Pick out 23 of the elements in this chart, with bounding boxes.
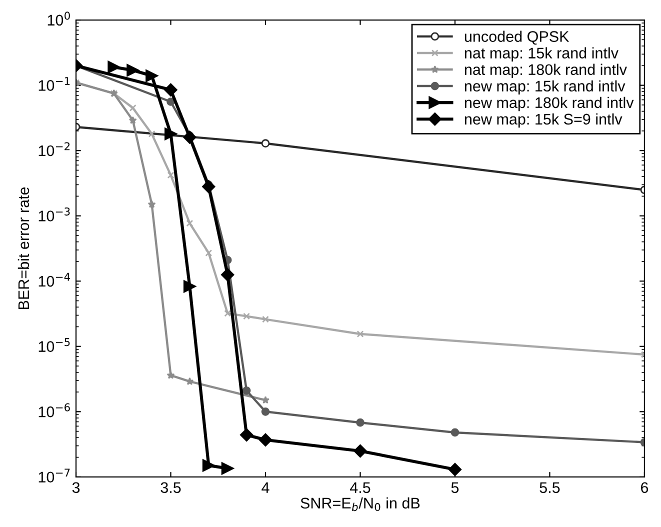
x-tick-label: 5.5 bbox=[540, 482, 560, 494]
legend-label: new map: 15k S=9 intlv bbox=[464, 113, 622, 128]
x-tick-label: 3 bbox=[72, 482, 80, 494]
y-tick-label: 10$^{−2}$ bbox=[38, 142, 70, 156]
legend-label: uncoded QPSK bbox=[464, 30, 570, 45]
y-tick-label: 10$^{−5}$ bbox=[38, 338, 70, 352]
x-tick-label: 3.5 bbox=[160, 482, 181, 494]
y-axis-title: BER=bit error rate bbox=[18, 187, 30, 309]
y-tick-label: 10$^{−4}$ bbox=[38, 272, 70, 287]
legend-label: new map: 15k rand intlv bbox=[464, 80, 626, 95]
y-tick-label: 10$^{−1}$ bbox=[38, 77, 70, 91]
x-tick-label: 4 bbox=[262, 482, 270, 493]
x-tick-label: 5 bbox=[451, 482, 459, 494]
x-tick-label: 6 bbox=[641, 482, 648, 494]
legend-label: nat map: 180k rand intlv bbox=[464, 64, 627, 78]
x-tick-label: 4.5 bbox=[350, 482, 370, 494]
legend-label: nat map: 15k rand intlv bbox=[464, 47, 618, 62]
y-tick-label: 10$^{0}$ bbox=[48, 12, 70, 26]
y-tick-label: 10$^{−7}$ bbox=[38, 468, 70, 483]
y-tick-label: 10$^{−3}$ bbox=[38, 207, 70, 222]
y-tick-label: 10$^{−6}$ bbox=[38, 403, 70, 418]
legend-label: new map: 180k rand intlv bbox=[464, 96, 634, 112]
x-axis-title: SNR=E$_{b}$/N$_{0}$ in dB bbox=[300, 497, 420, 512]
